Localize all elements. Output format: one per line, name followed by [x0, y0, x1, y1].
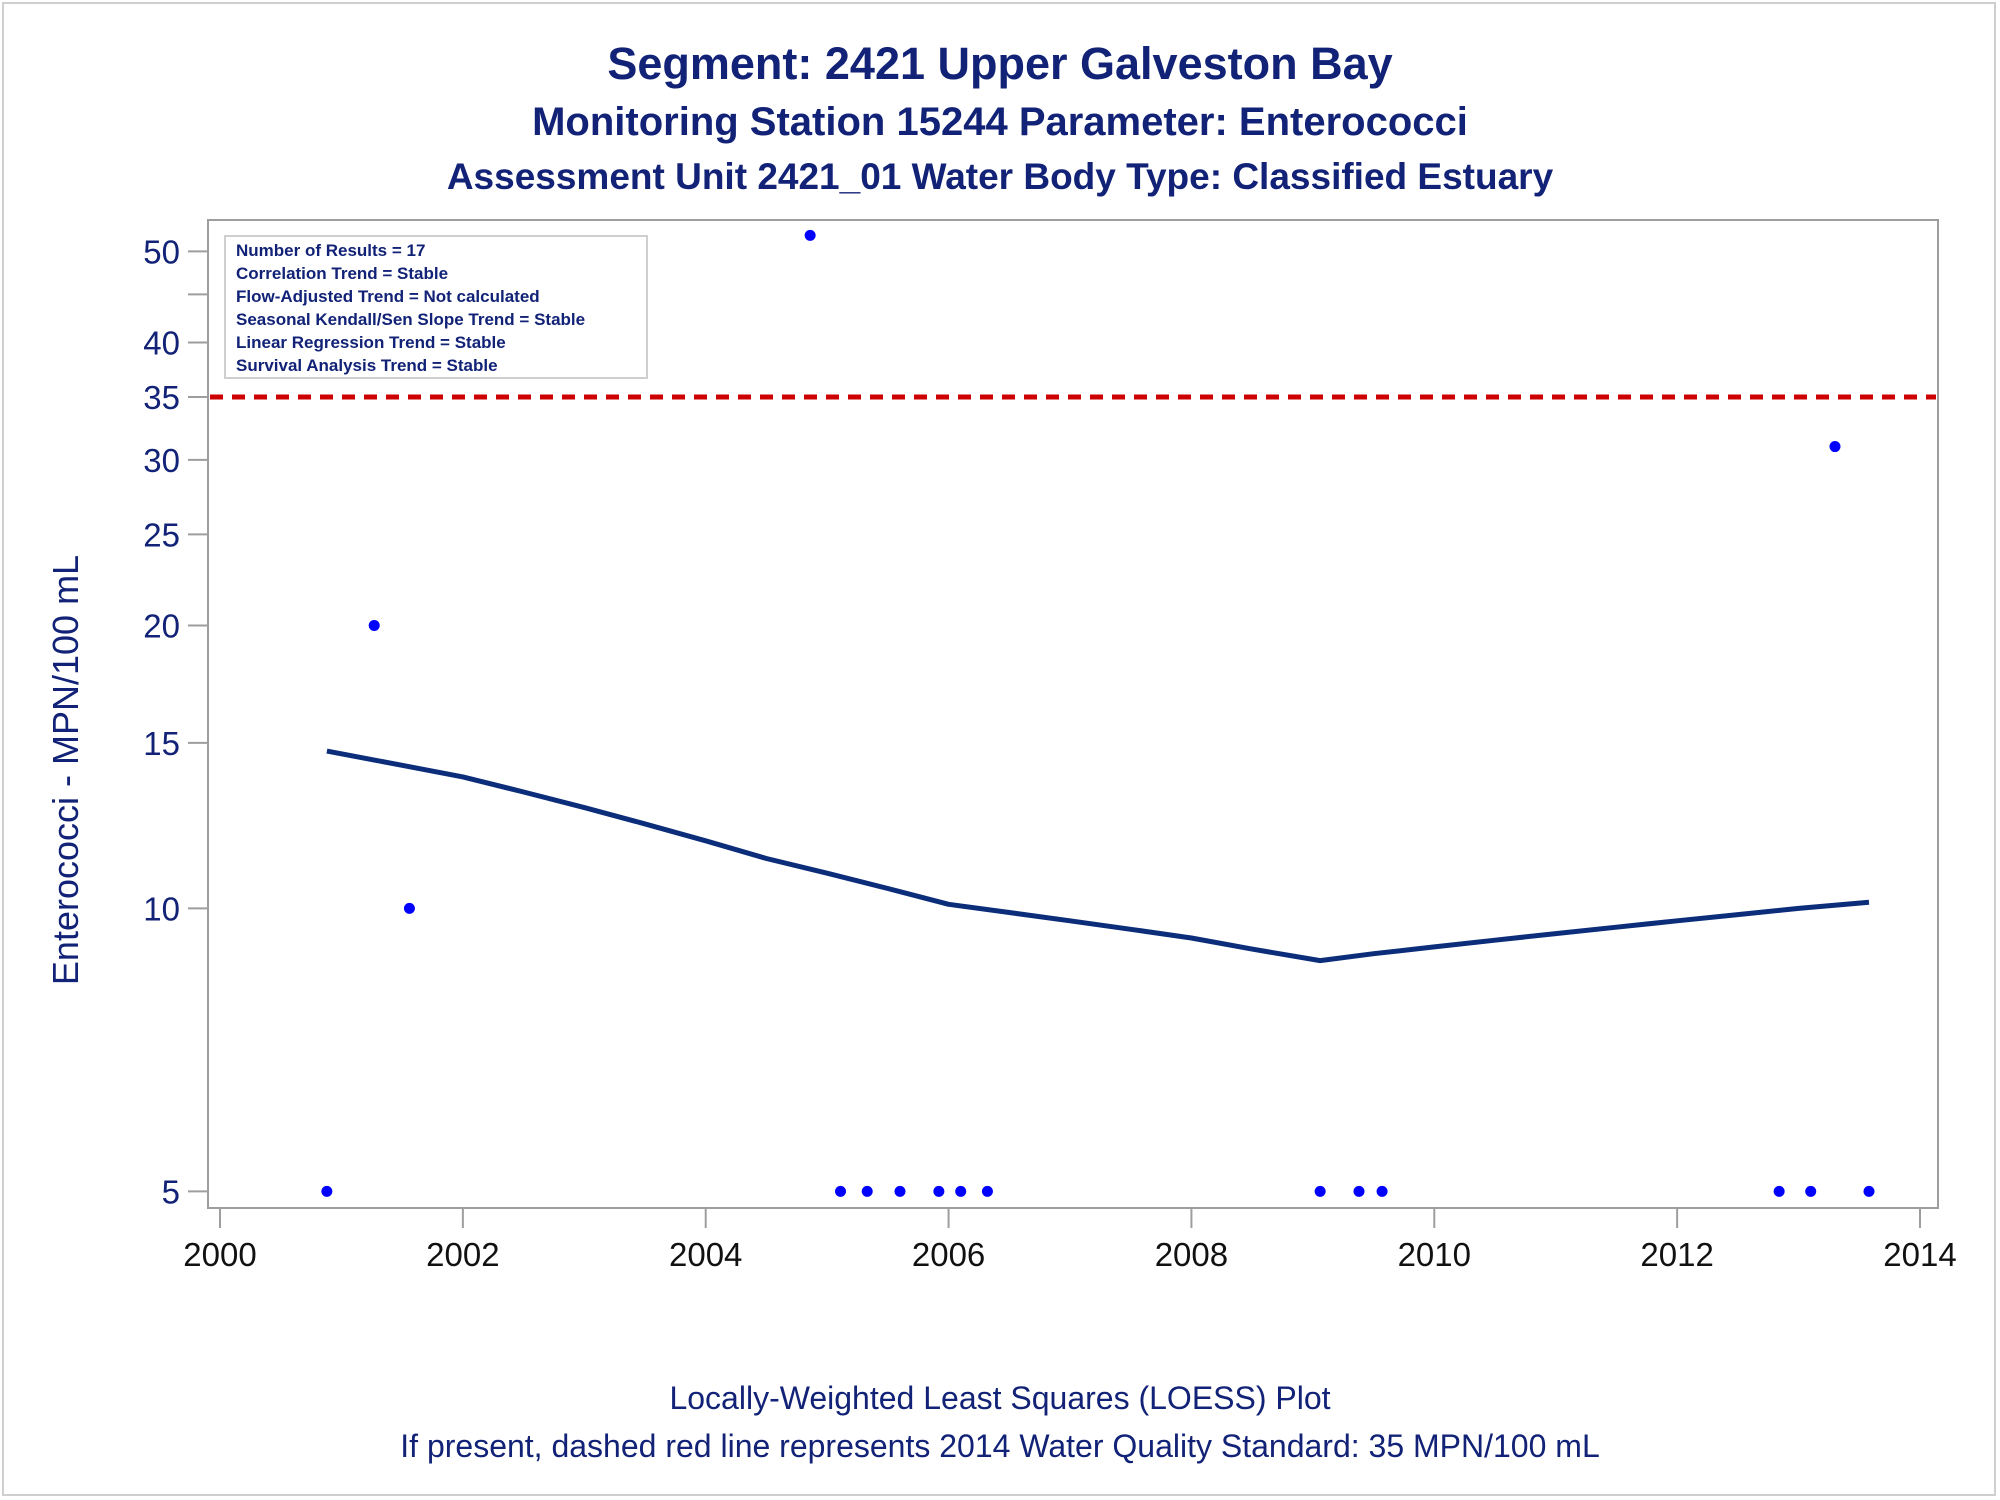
- data-point: [835, 1185, 846, 1197]
- data-point: [1829, 441, 1841, 453]
- footnote-1: Locally-Weighted Least Squares (LOESS) P…: [669, 1380, 1331, 1416]
- data-point: [955, 1185, 967, 1197]
- chart-subtitle: Monitoring Station 15244 Parameter: Ente…: [532, 100, 1468, 144]
- x-tick-label: 2010: [1398, 1236, 1471, 1273]
- data-point: [368, 619, 380, 631]
- data-point: [861, 1185, 873, 1197]
- x-tick-label: 2012: [1640, 1236, 1713, 1273]
- y-tick-label: 35: [143, 379, 180, 416]
- y-axis-label: Enterococci - MPN/100 mL: [45, 555, 86, 985]
- footnote-2: If present, dashed red line represents 2…: [400, 1428, 1600, 1464]
- data-points: [321, 229, 1875, 1197]
- x-tick-label: 2006: [912, 1236, 985, 1273]
- chart-title: Segment: 2421 Upper Galveston Bay: [607, 38, 1393, 89]
- y-tick-label: 15: [143, 725, 180, 762]
- y-tick-label: 30: [143, 442, 180, 479]
- data-point: [1773, 1185, 1785, 1197]
- data-point: [981, 1185, 993, 1197]
- data-point: [804, 229, 816, 241]
- data-point: [894, 1185, 906, 1197]
- y-tick-label: 20: [143, 607, 180, 644]
- data-point: [1314, 1185, 1326, 1197]
- data-point: [933, 1185, 945, 1197]
- x-tick-label: 2014: [1883, 1236, 1956, 1273]
- inset-line: Linear Regression Trend = Stable: [236, 333, 506, 352]
- inset-lines: Number of Results = 17 Correlation Trend …: [236, 241, 585, 375]
- chart-subtitle-2: Assessment Unit 2421_01 Water Body Type:…: [446, 156, 1554, 197]
- data-point: [1805, 1185, 1817, 1197]
- y-axis: 5 10 15 20 25 30 35 40 50: [143, 220, 209, 1210]
- inset-line: Correlation Trend = Stable: [236, 264, 448, 283]
- loess-line: [326, 748, 1870, 964]
- x-axis: 2000 2002 2004 2006 2008 2010 2012 2014: [183, 1207, 1957, 1273]
- y-tick-label: 25: [143, 516, 180, 553]
- plot-area: [207, 219, 1939, 1209]
- x-tick-label: 2000: [183, 1236, 256, 1273]
- trend-inset: Number of Results = 17 Correlation Trend …: [224, 235, 648, 379]
- data-point: [1376, 1185, 1388, 1197]
- inset-line: Flow-Adjusted Trend = Not calculated: [236, 287, 540, 306]
- inset-line: Number of Results = 17: [236, 241, 425, 260]
- y-tick-label: 40: [143, 325, 180, 362]
- data-point: [403, 902, 415, 914]
- x-tick-label: 2002: [426, 1236, 499, 1273]
- y-tick-label: 10: [143, 890, 180, 927]
- x-tick-label: 2004: [669, 1236, 742, 1273]
- inset-line: Survival Analysis Trend = Stable: [236, 356, 498, 375]
- inset-box: [224, 235, 648, 379]
- x-tick-label: 2008: [1155, 1236, 1228, 1273]
- data-point: [321, 1185, 333, 1197]
- y-tick-label: 50: [143, 233, 180, 270]
- inset-line: Seasonal Kendall/Sen Slope Trend = Stabl…: [236, 310, 585, 329]
- y-tick-label: 5: [162, 1173, 180, 1210]
- data-point: [1863, 1185, 1875, 1197]
- data-point: [1353, 1185, 1365, 1197]
